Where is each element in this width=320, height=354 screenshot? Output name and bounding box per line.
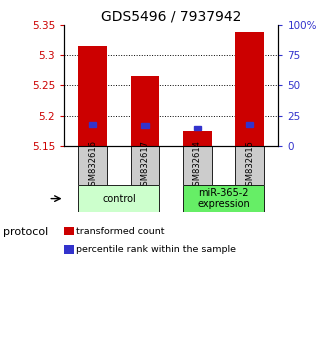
- Bar: [235, 32, 264, 146]
- Text: control: control: [102, 194, 136, 204]
- Text: protocol: protocol: [3, 227, 48, 237]
- Bar: [78, 46, 107, 146]
- Bar: [131, 76, 159, 146]
- Text: percentile rank within the sample: percentile rank within the sample: [76, 245, 236, 254]
- Bar: [78, 185, 159, 212]
- Text: GSM832615: GSM832615: [245, 140, 254, 191]
- Bar: [89, 122, 96, 127]
- Text: transformed count: transformed count: [76, 227, 165, 236]
- Bar: [183, 146, 212, 185]
- Title: GDS5496 / 7937942: GDS5496 / 7937942: [101, 10, 241, 24]
- Text: miR-365-2
expression: miR-365-2 expression: [197, 188, 250, 210]
- Bar: [183, 185, 264, 212]
- Bar: [78, 146, 107, 185]
- Bar: [183, 131, 212, 146]
- Bar: [246, 122, 253, 127]
- Text: GSM832617: GSM832617: [140, 140, 149, 191]
- Text: GSM832616: GSM832616: [88, 140, 97, 191]
- Bar: [131, 146, 159, 185]
- Bar: [235, 146, 264, 185]
- Text: GSM832614: GSM832614: [193, 140, 202, 191]
- Bar: [194, 126, 201, 130]
- Bar: [141, 123, 149, 128]
